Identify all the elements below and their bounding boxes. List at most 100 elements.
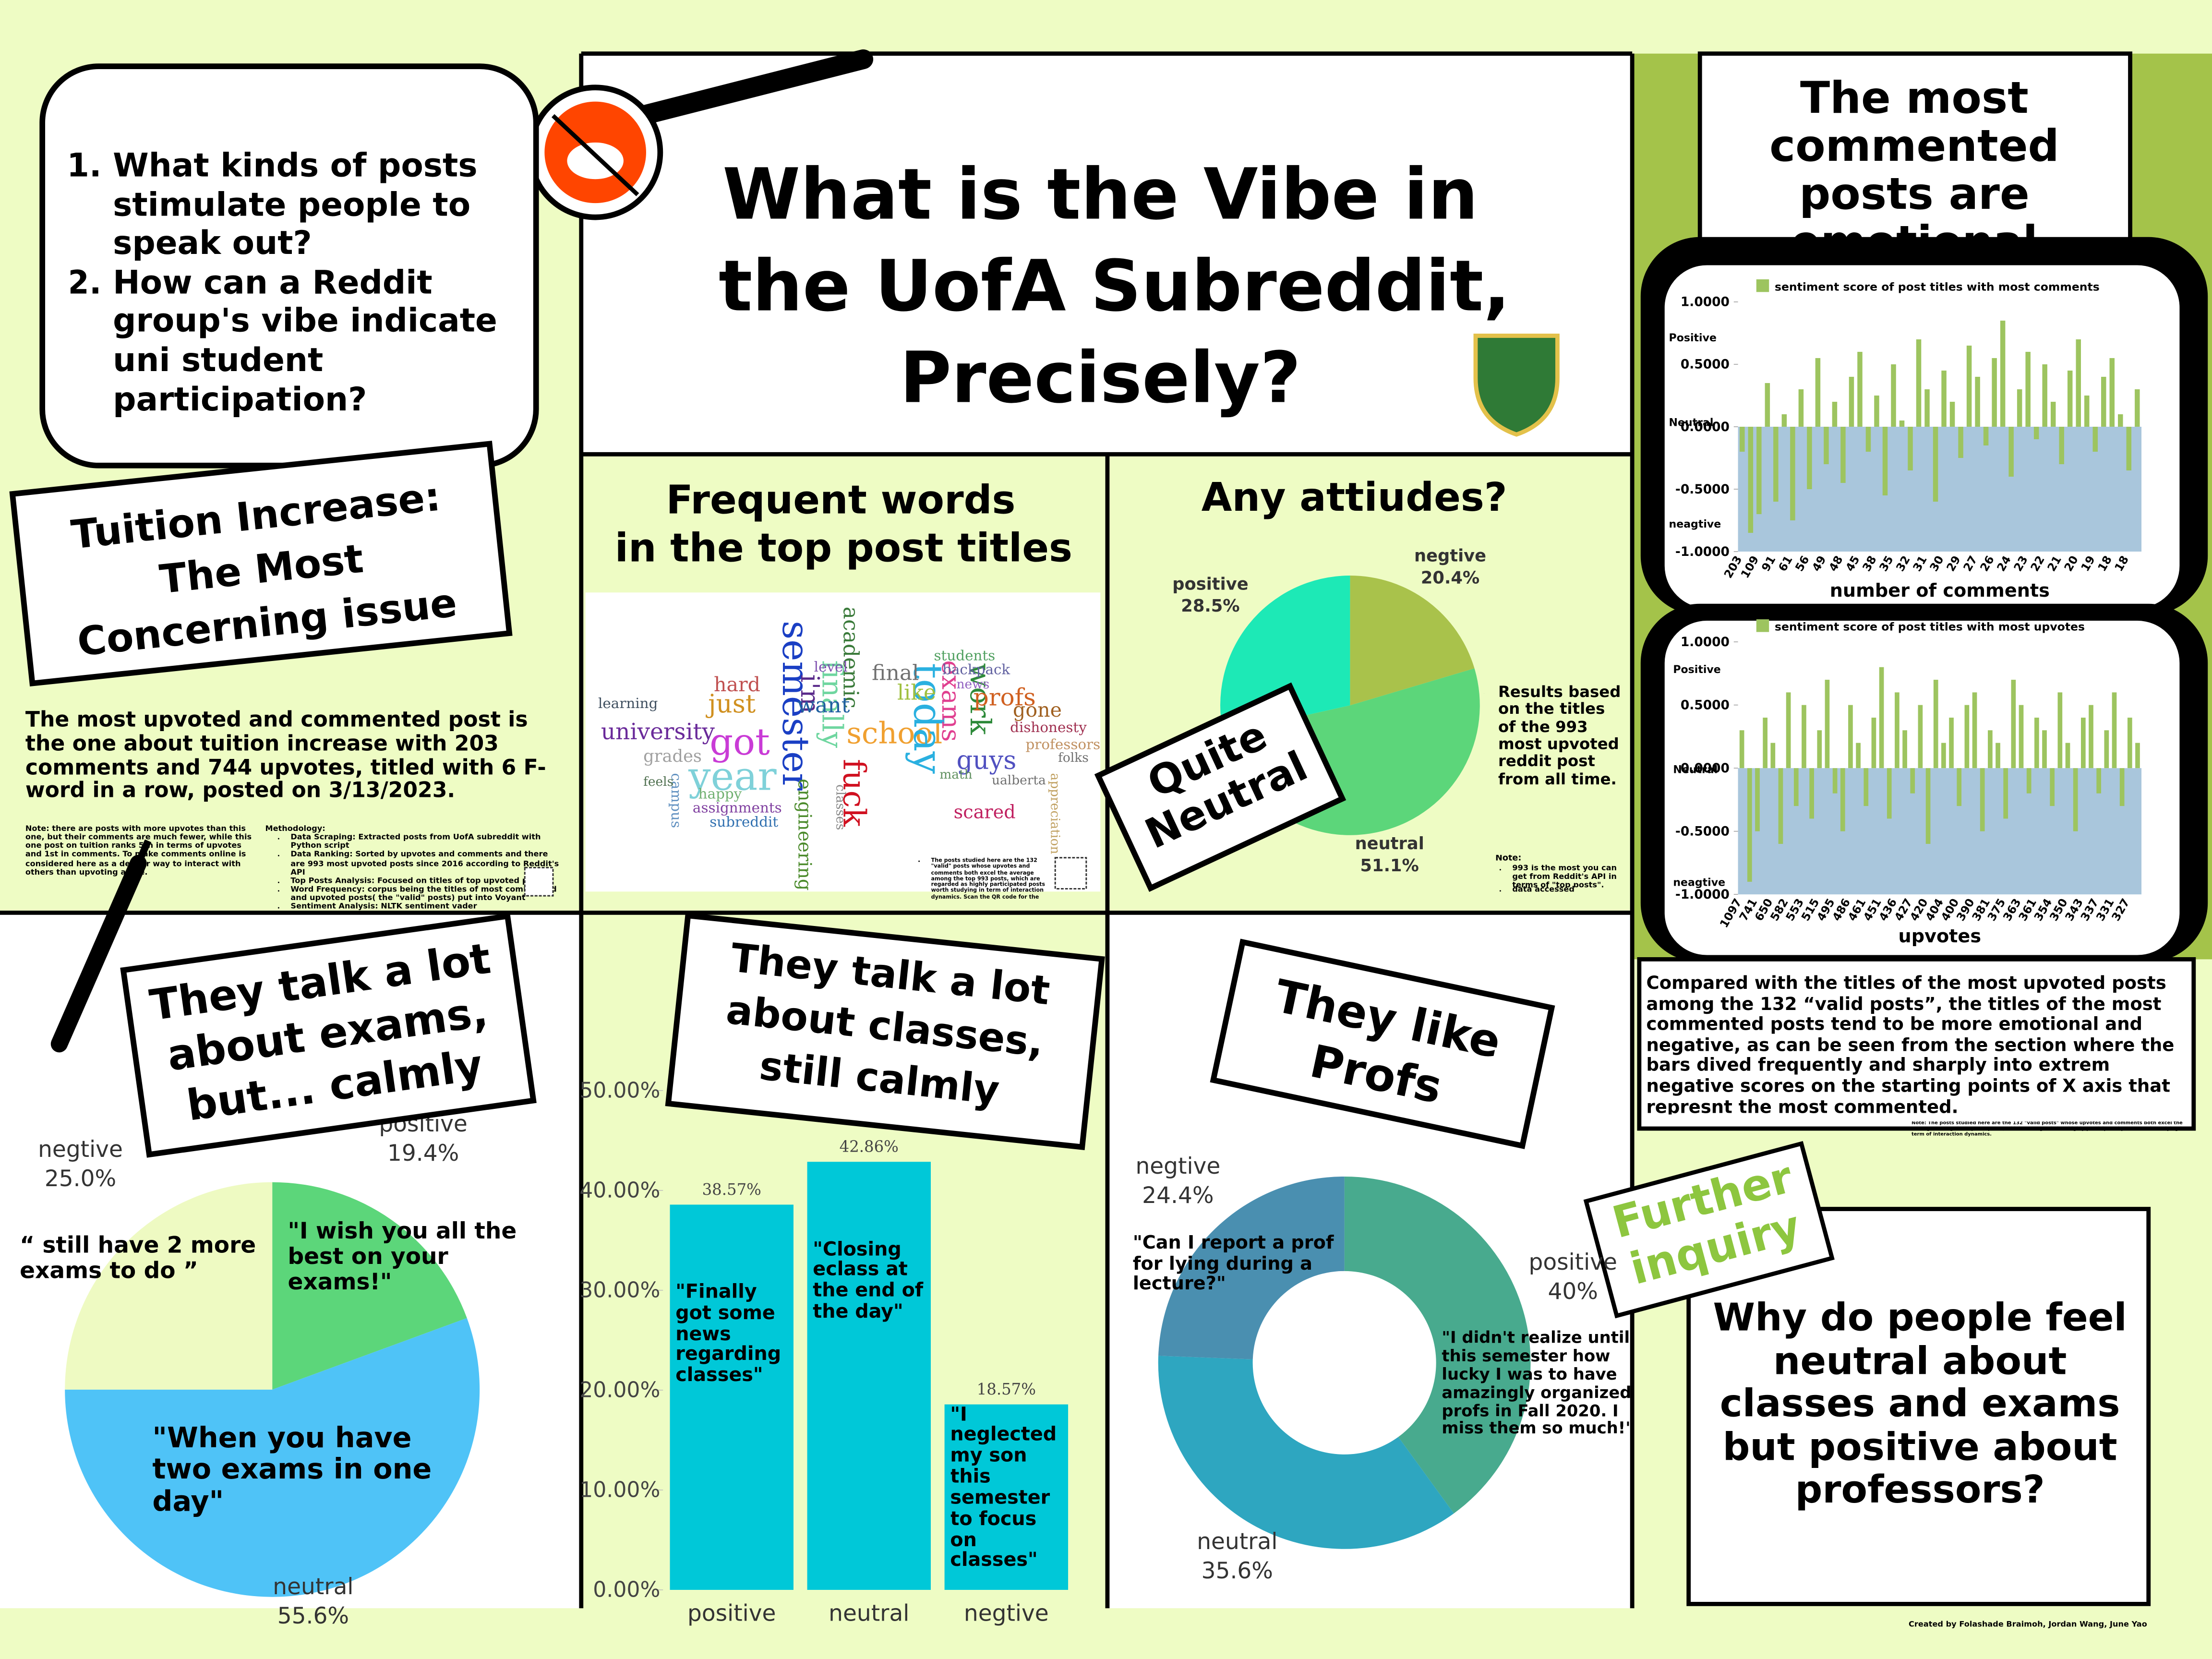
- value-label: 38.57%: [702, 1180, 761, 1199]
- pie-slice: [1158, 1356, 1454, 1549]
- bar: [1857, 351, 1863, 427]
- y-tick-label: 50.00%: [579, 1078, 660, 1103]
- methodology-text: Methodology: Data Scraping: Extracted po…: [265, 825, 564, 913]
- bar: [1765, 383, 1770, 427]
- slice-label: negtive: [1135, 1153, 1220, 1179]
- note-text: Note: The posts studied here are the 132…: [1911, 1121, 2185, 1137]
- y-tick-label: 0.00%: [593, 1578, 660, 1602]
- cloud-word: appreciation: [1047, 773, 1062, 854]
- bar: [2096, 768, 2102, 793]
- pie-slice: [1220, 576, 1350, 734]
- y-tick-label: 20.00%: [579, 1378, 660, 1403]
- cloud-word: hard: [714, 673, 760, 696]
- methodology-item: Data accessed on 13:00, Jan. 29, 2024.: [290, 912, 564, 913]
- cloud-word: semester: [774, 621, 817, 791]
- title-panel: [581, 53, 1633, 455]
- sticker: [1094, 682, 1346, 892]
- annotation-box: Note:: [1495, 854, 1522, 864]
- annotation-text: "I wish you all the best on your exams!": [288, 1219, 517, 1295]
- word-cloud-title: Frequent words in the top post titles: [615, 478, 1072, 571]
- axis-annotation: Neutral: [1669, 417, 1714, 429]
- bar: [1975, 376, 1980, 427]
- title-line: Precisely?: [900, 337, 1301, 419]
- further-sticker: Further inquiry: [1583, 1141, 1835, 1319]
- annotation-box: Results based on the titles of the 993 m…: [1484, 684, 1625, 797]
- bar: [1807, 426, 1812, 490]
- word-cloud-note: The posts studied here are the 132 "vali…: [917, 858, 1051, 900]
- bar: [1918, 705, 1923, 769]
- bar: [1770, 743, 1776, 769]
- legend-swatch: [1756, 279, 1769, 292]
- negative-region: [1738, 426, 2142, 552]
- pie-slice: [65, 1182, 273, 1390]
- note-text: Note: there are posts with more upvotes …: [25, 825, 252, 878]
- pie-slice: [65, 1318, 480, 1597]
- bar: [1964, 705, 1970, 769]
- methodology-item: Data Scraping: Extracted posts from UofA…: [290, 834, 541, 851]
- cloud-word: level: [814, 659, 848, 675]
- bar: [2135, 389, 2140, 427]
- x-tick-label: neutral: [829, 1600, 909, 1627]
- bar: [1809, 768, 1814, 819]
- tuition-summary: The most upvoted and commented post is t…: [25, 708, 546, 804]
- annotation: Results based on the titles of the 993 m…: [1484, 684, 1625, 797]
- methodology-list: Data Scraping: Extracted posts from UofA…: [265, 834, 564, 913]
- slice-label: neutral: [273, 1574, 353, 1600]
- bar: [1786, 692, 1791, 769]
- bar: [2067, 370, 2073, 427]
- bar: [1856, 743, 1861, 769]
- qr-code: [524, 866, 554, 897]
- bar: [1988, 730, 1993, 769]
- bar: [1933, 680, 1938, 769]
- x-tick-label: negtive: [964, 1600, 1049, 1627]
- value-label: 51.1%: [1360, 856, 1419, 876]
- y-tick-label: 1.0000: [1681, 295, 1730, 310]
- bar: [1840, 426, 1846, 483]
- cloud-word: just: [705, 689, 756, 719]
- bar: [1958, 426, 1963, 458]
- bar: [2119, 768, 2125, 806]
- bar: [1755, 768, 1760, 831]
- cloud-word: assignments: [693, 800, 782, 816]
- bar: [1902, 730, 1907, 769]
- qr-code: [1054, 857, 1087, 890]
- main-title: What is the Vibe in the UofA Subreddit, …: [719, 154, 1510, 419]
- annotation-text: Note:: [1495, 854, 1522, 864]
- bar: [2019, 705, 2024, 769]
- annotation: "I didn't realize until this semester ho…: [1442, 1329, 1634, 1437]
- sticker: [9, 441, 513, 687]
- note-text: The posts studied here are the 132 "vali…: [931, 857, 1046, 900]
- pen-tip: [135, 839, 152, 865]
- annotation-text: "When you have two exams in one day": [152, 1422, 432, 1518]
- bar: [1908, 426, 1913, 471]
- title-group: Any attiudes?: [1202, 475, 1507, 520]
- bar: [2034, 717, 2039, 769]
- annotation-box: "I didn't realize until this semester ho…: [1442, 1329, 1634, 1437]
- annotation-box: "When you have two exams in one day": [152, 1422, 432, 1518]
- bar: [2076, 339, 2081, 427]
- bar: [1790, 426, 1795, 521]
- charts: negtive20.4%neutral51.1%positive28.5%Any…: [20, 279, 2141, 1629]
- cloud-word: final: [872, 661, 919, 685]
- heading-line: commented: [1769, 120, 2059, 171]
- title-line: Frequent words: [666, 478, 1015, 523]
- value-label: 55.6%: [277, 1603, 349, 1629]
- bar: [2118, 414, 2123, 427]
- bar: [2025, 351, 2031, 427]
- bar: [2017, 389, 2022, 427]
- annotation-text: "I neglected my son this semester to foc…: [950, 1404, 1057, 1573]
- annotation-text: "Can I report a prof for lying during a …: [1132, 1234, 1334, 1296]
- bar: [1992, 358, 1997, 427]
- sticker: [1210, 938, 1555, 1149]
- bar: [2084, 395, 2090, 427]
- uofa-shield: [1473, 334, 1560, 437]
- summary-text: The most upvoted and commented post is t…: [25, 708, 546, 804]
- cloud-word: work: [964, 663, 997, 735]
- bar: [2000, 320, 2006, 427]
- x-axis-title: upvotes: [1899, 926, 1982, 947]
- bar: [2092, 426, 2098, 452]
- bar: [1879, 667, 1884, 769]
- bar: [1798, 389, 1804, 427]
